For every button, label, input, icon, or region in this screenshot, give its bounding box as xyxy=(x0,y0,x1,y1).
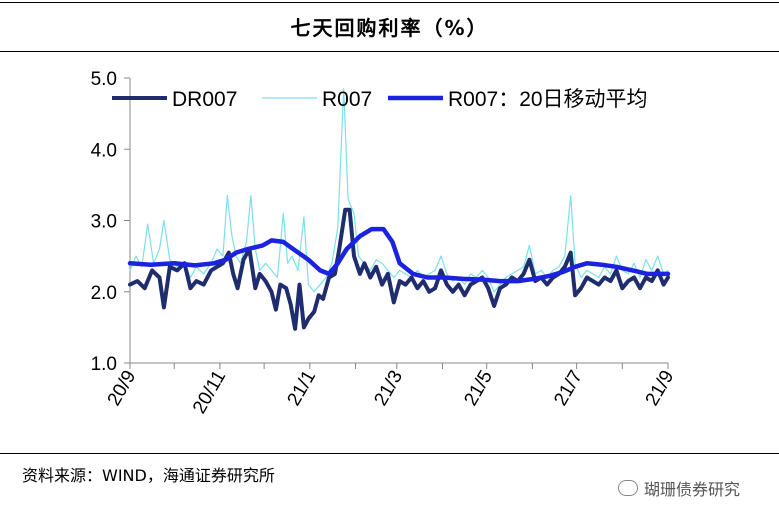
wechat-icon xyxy=(618,480,638,496)
legend-label-r007: R007 xyxy=(322,88,372,111)
legend: DR007 R007 R007：20日移动平均 xyxy=(112,88,648,111)
title-rule xyxy=(0,51,779,52)
x-tick-label: 21/1 xyxy=(283,367,320,410)
y-tick-label: 2.0 xyxy=(91,283,117,304)
top-rule xyxy=(0,2,779,3)
x-tick-label: 20/11 xyxy=(189,367,230,417)
watermark: 瑚珊债券研究 xyxy=(618,476,740,500)
x-tick-label: 21/7 xyxy=(550,367,587,410)
y-tick-label: 4.0 xyxy=(91,140,117,161)
y-tick-label: 5.0 xyxy=(91,69,117,90)
legend-label-ma20: R007：20日移动平均 xyxy=(448,88,648,111)
series-line-ma20 xyxy=(127,226,671,284)
x-tick-label: 21/5 xyxy=(460,367,497,410)
chart-title: 七天回购利率（%） xyxy=(290,16,489,40)
source-note: 资料来源：WIND，海通证券研究所 xyxy=(22,466,275,485)
x-tick-label: 21/9 xyxy=(642,367,679,410)
series-line-dr007 xyxy=(128,207,670,331)
x-tick-label: 21/3 xyxy=(370,367,407,410)
axes: 1.02.03.04.05.020/9 20/11 21/1 21/3 21/5 21/7… xyxy=(91,69,679,417)
source-rule xyxy=(0,453,779,454)
y-tick-label: 1.0 xyxy=(91,354,117,375)
y-tick-label: 3.0 xyxy=(91,212,117,233)
legend-label-dr007: DR007 xyxy=(172,88,237,111)
series-layer xyxy=(127,88,671,331)
watermark-text: 瑚珊债券研究 xyxy=(644,480,741,499)
